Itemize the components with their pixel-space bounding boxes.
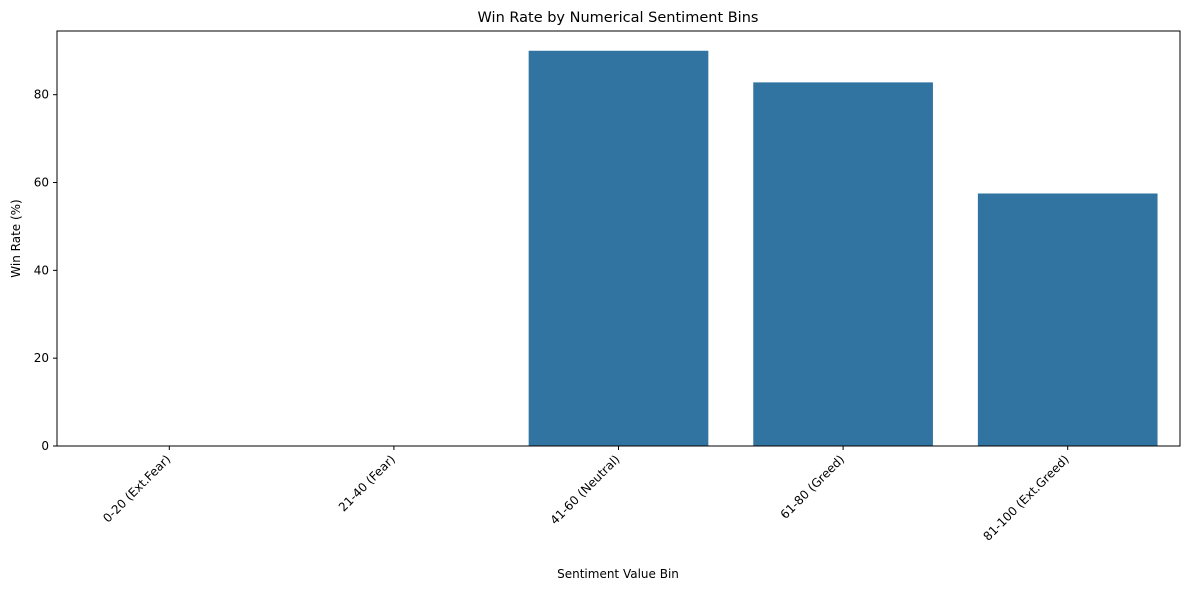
y-tick-label: 20	[34, 351, 49, 365]
bar	[753, 82, 933, 446]
y-axis-title: Win Rate (%)	[9, 199, 23, 277]
bars-layer	[528, 50, 1158, 447]
x-tick-label: 0-20 (Ext.Fear)	[100, 452, 173, 525]
plot-frame	[56, 30, 1181, 447]
y-tick-label: 60	[34, 176, 49, 190]
x-axis: 0-20 (Ext.Fear) 21-40 (Fear) 41-60 (Neutra…	[100, 446, 1072, 544]
bar	[528, 50, 709, 447]
y-tick-label: 80	[34, 88, 49, 102]
bar	[977, 193, 1158, 446]
x-tick-label: 21-40 (Fear)	[336, 452, 398, 514]
chart-title: Win Rate by Numerical Sentiment Bins	[478, 10, 759, 26]
y-tick-label: 0	[41, 439, 49, 453]
x-axis-title: Sentiment Value Bin	[557, 567, 679, 581]
y-axis: 0 20 40 60 80	[34, 88, 57, 453]
x-tick-label: 81-100 (Ext.Greed)	[980, 452, 1071, 543]
y-tick-label: 40	[34, 263, 49, 277]
x-tick-label: 61-80 (Greed)	[778, 452, 848, 522]
x-tick-label: 41-60 (Neutral)	[547, 452, 622, 527]
